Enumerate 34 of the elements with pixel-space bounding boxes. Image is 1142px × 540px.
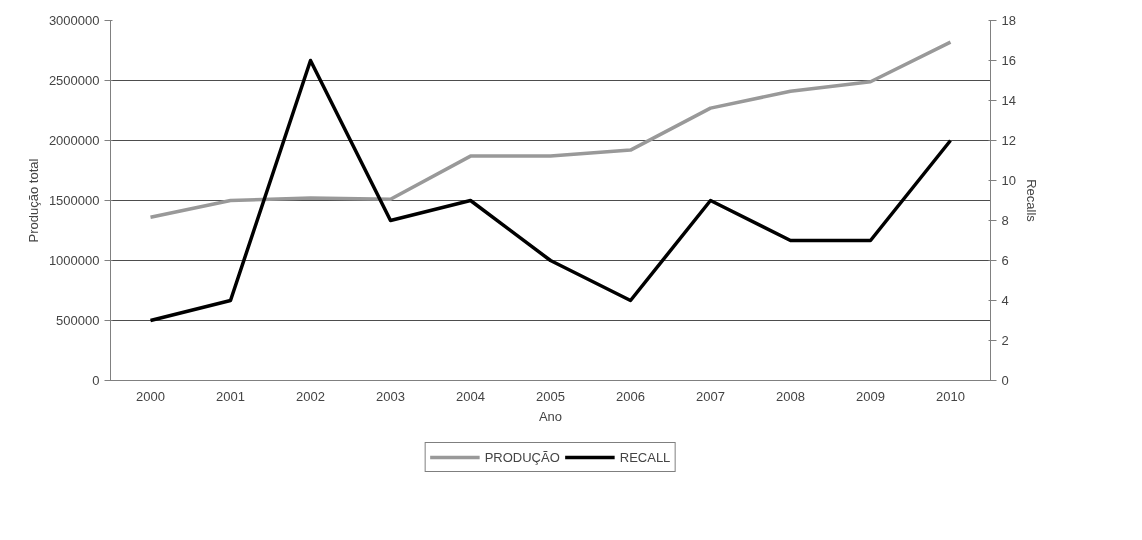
y2-tick-label: 14 bbox=[1001, 93, 1016, 108]
y2-tick-label: 8 bbox=[1001, 213, 1009, 228]
y-tick-label: 500000 bbox=[56, 313, 100, 328]
x-tick-label: 2009 bbox=[856, 388, 885, 404]
y-axis-title: Produção total bbox=[25, 158, 41, 243]
x-tick-label: 2001 bbox=[216, 388, 245, 404]
y2-tick-label: 0 bbox=[1001, 373, 1009, 388]
y2-tick-label: 10 bbox=[1001, 173, 1016, 188]
y2-tick-label: 12 bbox=[1001, 133, 1016, 148]
x-tick-label: 2002 bbox=[296, 388, 325, 404]
x-tick-label: 2008 bbox=[776, 388, 805, 404]
x-tick-label: 2000 bbox=[136, 388, 165, 404]
y2-tick-label: 4 bbox=[1001, 293, 1009, 308]
y-tick-label: 2000000 bbox=[48, 133, 100, 148]
x-tick-label: 2004 bbox=[456, 388, 485, 404]
y-tick-label: 3000000 bbox=[48, 13, 100, 28]
legend-label: PRODUÇÃO bbox=[484, 449, 560, 465]
x-tick-label: 2010 bbox=[936, 388, 965, 404]
line-series bbox=[148, 40, 953, 220]
y2-tick-label: 2 bbox=[1001, 333, 1009, 348]
y2-axis-title: Recalls bbox=[1023, 179, 1039, 223]
y-tick-label: 2500000 bbox=[48, 73, 100, 88]
x-tick-label: 2006 bbox=[616, 388, 645, 404]
y2-tick-label: 6 bbox=[1001, 253, 1009, 268]
y-tick-label: 1500000 bbox=[48, 193, 100, 208]
legend-label: RECALL bbox=[619, 449, 671, 465]
y-tick-label: 1000000 bbox=[48, 253, 100, 268]
y2-tick-label: 16 bbox=[1001, 53, 1016, 68]
x-tick-label: 2007 bbox=[696, 388, 725, 404]
y-tick-label: 0 bbox=[92, 373, 100, 388]
x-axis-title: Ano bbox=[538, 408, 563, 424]
x-tick-label: 2003 bbox=[376, 388, 405, 404]
y2-tick-label: 18 bbox=[1001, 13, 1016, 28]
x-tick-label: 2005 bbox=[536, 388, 565, 404]
